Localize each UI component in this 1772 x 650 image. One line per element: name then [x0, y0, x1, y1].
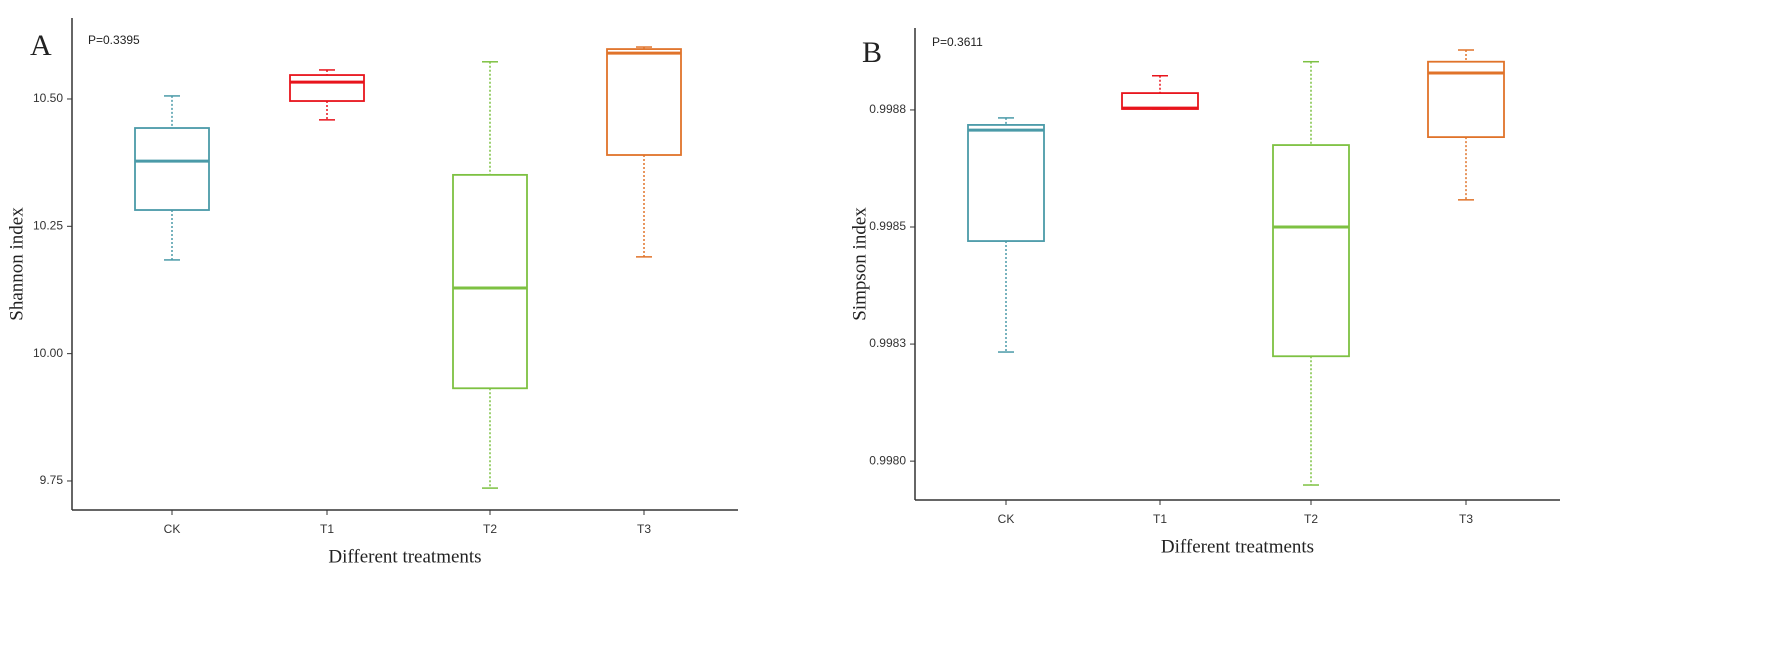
x-tick-label: T1: [1153, 512, 1167, 526]
box: [1272, 144, 1350, 358]
y-tick-label: 0.9983: [869, 336, 906, 350]
box: [1427, 60, 1505, 139]
y-axis-title: Simpson index: [849, 207, 870, 321]
x-tick-label: T3: [1459, 512, 1473, 526]
x-tick-label: CK: [998, 512, 1015, 526]
y-tick-label: 0.9980: [869, 453, 906, 467]
panel-label: A: [30, 29, 52, 62]
box: [452, 173, 528, 390]
x-axis-title: Different treatments: [328, 546, 481, 567]
y-axis-title: Shannon index: [6, 207, 27, 321]
x-tick-label: T2: [1304, 512, 1318, 526]
box: [134, 127, 210, 211]
x-tick-label: T2: [483, 522, 497, 536]
y-tick-label: 10.50: [33, 91, 63, 105]
y-tick-label: 10.25: [33, 218, 63, 232]
box: [606, 48, 682, 156]
x-axis-title: Different treatments: [1161, 536, 1314, 557]
y-tick-label: 9.75: [40, 473, 64, 487]
box: [289, 74, 365, 102]
x-tick-label: CK: [164, 522, 181, 536]
panel-label: B: [862, 36, 882, 69]
p-value: P=0.3611: [932, 35, 983, 49]
y-tick-label: 0.9985: [869, 219, 906, 233]
box: [967, 124, 1045, 242]
x-tick-label: T3: [637, 522, 651, 536]
p-value: P=0.3395: [88, 33, 140, 47]
y-tick-label: 10.00: [33, 346, 63, 360]
x-tick-label: T1: [320, 522, 334, 536]
y-tick-label: 0.9988: [869, 102, 906, 116]
